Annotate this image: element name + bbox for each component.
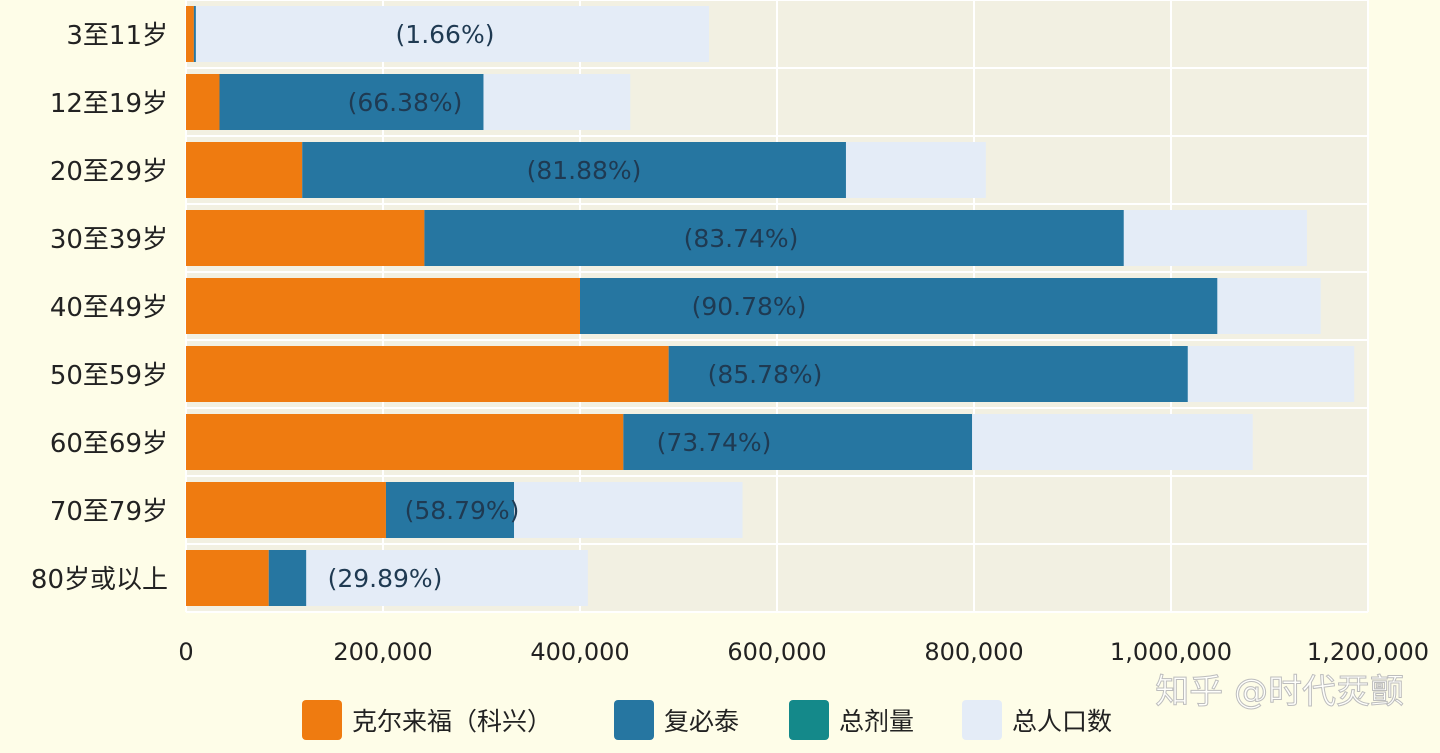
bar-coronavac-3 [186, 210, 425, 266]
bar-comirnaty-1 [219, 74, 484, 130]
watermark: 知乎 @时代烎颤 [1155, 672, 1404, 712]
bars [186, 6, 1355, 606]
legend-swatch-0 [302, 700, 342, 740]
x-axis-tick-labels: 0 200,000 400,000 600,000 800,000 1,000,000 1,… [178, 638, 1429, 666]
y-category-label-8: 80岁或以上 [31, 565, 168, 595]
bar-coronavac-4 [186, 278, 580, 334]
data-label-8: (29.89%) [328, 564, 443, 593]
legend-swatch-1 [614, 700, 654, 740]
y-category-label-1: 12至19岁 [50, 89, 168, 119]
data-label-0: (1.66%) [396, 20, 495, 49]
x-tick-label-0: 0 [178, 638, 193, 666]
bar-comirnaty-5 [668, 346, 1188, 402]
bar-coronavac-7 [186, 482, 386, 538]
x-tick-label-5: 1,000,000 [1110, 638, 1232, 666]
x-tick-label-4: 800,000 [924, 638, 1023, 666]
data-labels: (1.66%) (66.38%) (81.88%) (83.74%) (90.78%) (… [328, 20, 823, 593]
bar-comirnaty-0 [193, 6, 196, 62]
data-label-7: (58.79%) [405, 496, 520, 525]
y-category-label-5: 50至59岁 [50, 361, 168, 391]
bar-comirnaty-2 [302, 142, 846, 198]
bar-comirnaty-8 [268, 550, 307, 606]
x-tick-label-1: 200,000 [333, 638, 432, 666]
bar-coronavac-5 [186, 346, 669, 402]
legend-swatch-2 [789, 700, 829, 740]
y-category-label-0: 3至11岁 [66, 21, 168, 51]
bar-coronavac-0 [186, 6, 194, 62]
legend-label-3: 总人口数 [1012, 707, 1112, 736]
data-label-6: (73.74%) [657, 428, 772, 457]
legend-label-1: 复必泰 [664, 707, 739, 736]
legend: 克尔来福（科兴） 复必泰 总剂量 总人口数 [302, 700, 1112, 740]
x-tick-label-6: 1,200,000 [1307, 638, 1429, 666]
data-label-1: (66.38%) [348, 88, 463, 117]
bar-comirnaty-3 [424, 210, 1124, 266]
bar-coronavac-8 [186, 550, 269, 606]
data-label-3: (83.74%) [684, 224, 799, 253]
bar-comirnaty-4 [580, 278, 1218, 334]
legend-swatch-3 [962, 700, 1002, 740]
bar-coronavac-6 [186, 414, 624, 470]
bar-coronavac-1 [186, 74, 220, 130]
bar-comirnaty-7 [385, 482, 515, 538]
y-category-label-2: 20至29岁 [50, 157, 168, 187]
x-tick-label-2: 400,000 [530, 638, 629, 666]
y-category-label-3: 30至39岁 [50, 225, 168, 255]
bar-comirnaty-6 [623, 414, 973, 470]
bar-coronavac-2 [186, 142, 303, 198]
data-label-2: (81.88%) [527, 156, 642, 185]
y-axis-labels: 3至11岁 12至19岁 20至29岁 30至39岁 40至49岁 50至59岁 60至69… [31, 21, 168, 595]
legend-label-0: 克尔来福（科兴） [352, 707, 552, 736]
y-category-label-7: 70至79岁 [50, 497, 168, 527]
y-category-label-6: 60至69岁 [50, 429, 168, 459]
bar-total-population-0 [186, 6, 710, 62]
data-label-5: (85.78%) [708, 360, 823, 389]
legend-label-2: 总剂量 [839, 707, 914, 736]
y-category-label-4: 40至49岁 [50, 293, 168, 323]
data-label-4: (90.78%) [692, 292, 807, 321]
x-tick-label-3: 600,000 [727, 638, 826, 666]
